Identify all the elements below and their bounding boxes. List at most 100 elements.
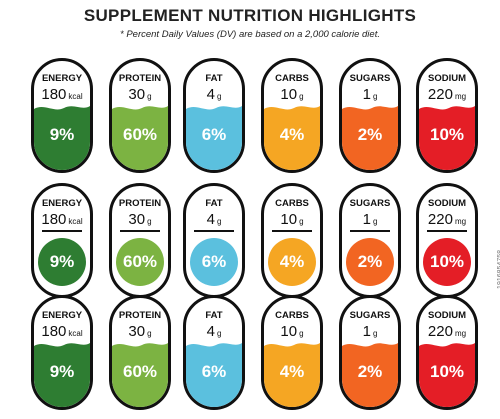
amount-unit: kcal [68,92,83,101]
percent-circle [346,238,394,286]
amount-unit: g [216,217,222,226]
nutrient-label-carbs: CARBS 10 g 4% [261,58,323,173]
wave-edge [419,106,475,113]
percent-fill [112,343,168,407]
wave-edge [112,343,168,350]
amount-unit: g [372,217,378,226]
amount-unit: g [299,329,304,338]
percent-fill [419,106,475,170]
percent-daily-value: 10% [429,362,465,381]
nutrient-name: FAT [205,310,223,321]
amount-value: 180 [41,211,67,228]
amount-unit: mg [454,217,467,226]
amount-unit: g [372,329,378,338]
nutrient-amount: 180 kcal [34,211,90,229]
nutrient-label-protein: PROTEIN 30 g 60% [109,295,171,410]
nutrient-label-energy: ENERGY 180 kcal 9% [31,295,93,410]
nutrient-name: SUGARS [349,198,391,209]
nutrient-label-sugars: SUGARS 1 g 2% [339,183,401,298]
nutrient-amount: 10 g [264,86,320,104]
nutrient-name: SODIUM [428,198,466,209]
amount-value: 4 [206,86,215,103]
wave-edge [34,343,90,350]
amount-value: 30 [128,86,146,103]
percent-daily-value: 6% [201,362,227,381]
amount-value: 10 [280,86,298,103]
amount-unit: mg [454,329,467,338]
percent-daily-value: 9% [49,252,75,271]
wave-edge [342,106,398,113]
amount-value: 10 [280,323,298,340]
percent-fill [419,343,475,407]
amount-unit: g [372,92,378,101]
nutrient-name: SUGARS [349,73,391,84]
wave-edge [264,343,320,350]
percent-fill [34,343,90,407]
wave-edge [112,106,168,113]
percent-daily-value: 9% [49,362,75,381]
percent-daily-value: 9% [49,125,75,144]
nutrient-label-sugars: SUGARS 1 g 2% [339,58,401,173]
nutrient-amount: 10 g [264,323,320,341]
header: SUPPLEMENT NUTRITION HIGHLIGHTS * Percen… [0,6,500,40]
percent-daily-value: 60% [122,362,158,381]
percent-daily-value: 4% [279,362,305,381]
wave-edge [186,106,242,113]
nutrient-label-sodium: SODIUM 220 mg 10% [416,58,478,173]
nutrient-label-protein: PROTEIN 30 g 60% [109,58,171,173]
amount-value: 1 [362,323,371,340]
amount-value: 1 [362,86,371,103]
amount-value: 4 [206,211,215,228]
percent-daily-value: 4% [279,125,305,144]
nutrient-name: SUGARS [349,310,391,321]
amount-value: 220 [427,323,453,340]
amount-unit: kcal [68,329,83,338]
percent-circle [268,238,316,286]
page-title: SUPPLEMENT NUTRITION HIGHLIGHTS [83,6,417,25]
amount-unit: g [147,217,152,226]
percent-daily-value: 2% [357,125,383,144]
amount-value: 10 [280,211,298,228]
percent-circle [38,238,86,286]
divider-line [194,230,234,232]
amount-unit: kcal [68,217,83,226]
nutrient-label-fat: FAT 4 g 6% [183,58,245,173]
percent-fill [186,343,242,407]
nutrient-amount: 30 g [112,323,168,341]
percent-fill [342,343,398,407]
percent-fill [264,343,320,407]
nutrient-name: PROTEIN [118,198,162,209]
nutrient-label-sodium: SODIUM 220 mg 10% [416,183,478,298]
page-subtitle: * Percent Daily Values (DV) are based on… [120,29,380,40]
nutrient-label-protein: PROTEIN 30 g 60% [109,183,171,298]
percent-fill [264,106,320,170]
nutrient-name: CARBS [275,310,309,321]
amount-value: 180 [41,86,67,103]
amount-unit: g [299,92,304,101]
nutrient-amount: 180 kcal [34,323,90,341]
percent-daily-value: 6% [201,125,227,144]
divider-line [350,230,390,232]
nutrient-name: CARBS [275,198,309,209]
wave-edge [419,343,475,350]
amount-unit: g [147,92,152,101]
amount-unit: g [216,92,222,101]
wave-edge [186,343,242,350]
percent-circle [190,238,238,286]
nutrient-label-energy: ENERGY 180 kcal 9% [31,183,93,298]
nutrient-amount: 220 mg [419,323,475,341]
percent-daily-value: 2% [357,252,383,271]
nutrient-name: ENERGY [41,198,83,209]
nutrient-name: PROTEIN [118,310,162,321]
nutrient-label-sugars: SUGARS 1 g 2% [339,295,401,410]
nutrient-label-fat: FAT 4 g 6% [183,295,245,410]
nutrient-name: FAT [205,198,223,209]
nutrient-label-sodium: SODIUM 220 mg 10% [416,295,478,410]
percent-daily-value: 60% [122,252,158,271]
percent-daily-value: 4% [279,252,305,271]
nutrient-amount: 10 g [264,211,320,229]
